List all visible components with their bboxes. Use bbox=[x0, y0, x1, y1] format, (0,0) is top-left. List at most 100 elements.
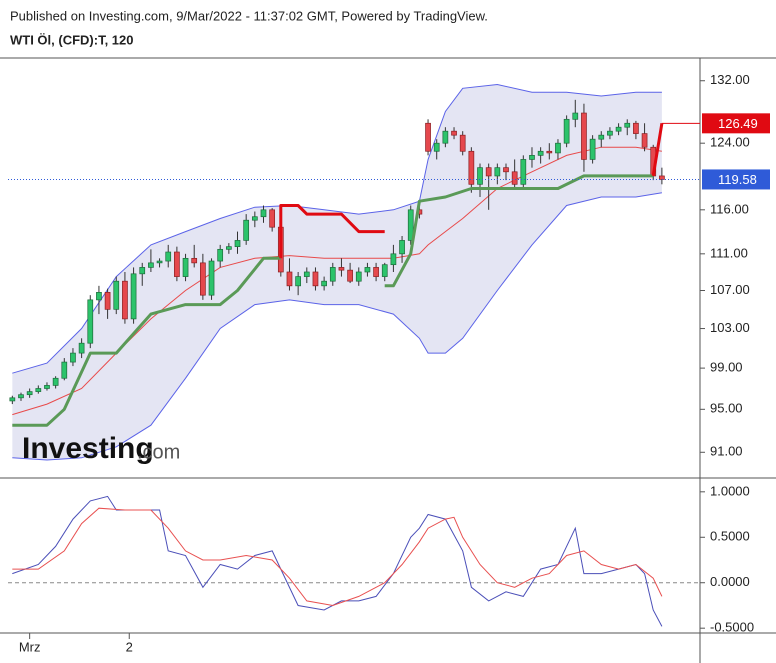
candle-body bbox=[18, 394, 24, 399]
band-lower bbox=[12, 192, 662, 461]
y-tick-label: 111.00 bbox=[710, 245, 748, 260]
candle-body bbox=[511, 171, 518, 185]
x-tick-label: 2 bbox=[126, 639, 133, 654]
candle-body bbox=[485, 167, 492, 177]
y-tick-label: -0.5000 bbox=[710, 620, 754, 635]
candle-body bbox=[494, 167, 501, 177]
candle-body bbox=[633, 122, 639, 134]
candle-body bbox=[191, 257, 198, 264]
candle-body bbox=[243, 219, 250, 241]
chart-title: WTI Öl, (CFD):T, 120 bbox=[10, 32, 134, 47]
x-tick-label: Mrz bbox=[19, 639, 41, 654]
candle-body bbox=[364, 267, 371, 273]
y-tick-label: 0.5000 bbox=[710, 529, 750, 544]
candle-body bbox=[390, 253, 397, 266]
y-tick-label: 132.00 bbox=[710, 72, 750, 87]
candle-body bbox=[9, 397, 16, 402]
candle-body bbox=[477, 167, 483, 185]
y-tick-label: 99.00 bbox=[710, 360, 743, 375]
band-fill bbox=[12, 84, 662, 460]
y-tick-label: 91.00 bbox=[710, 444, 743, 459]
candle-body bbox=[295, 276, 301, 287]
candle-body bbox=[44, 385, 50, 389]
y-tick-label: 124.00 bbox=[710, 135, 750, 150]
supertrend-line bbox=[279, 123, 664, 259]
candle-body bbox=[174, 251, 180, 277]
supertrend-last-box bbox=[702, 113, 770, 134]
candle-body bbox=[407, 209, 414, 241]
candle-body bbox=[70, 352, 76, 363]
candle-body bbox=[234, 240, 241, 248]
candle-body bbox=[555, 142, 561, 154]
candle-body bbox=[217, 248, 224, 262]
candle-body bbox=[537, 150, 544, 156]
header: Published on Investing.com, 9/Mar/2022 -… bbox=[10, 8, 488, 23]
candle-body bbox=[26, 391, 33, 396]
candle-body bbox=[148, 262, 154, 268]
candle-body bbox=[35, 388, 42, 392]
candle-body bbox=[373, 267, 379, 277]
candle-body bbox=[87, 299, 94, 344]
y-tick-label: 116.00 bbox=[710, 201, 749, 216]
candle-body bbox=[113, 280, 120, 310]
candle-body bbox=[321, 280, 327, 287]
last-price-box bbox=[702, 169, 770, 190]
candle-body bbox=[329, 267, 336, 282]
last-price-label: 119.58 bbox=[718, 172, 757, 187]
candle-body bbox=[226, 246, 232, 250]
stochastic-line bbox=[12, 495, 663, 627]
candle-body bbox=[96, 292, 102, 301]
y-tick-label: 107.00 bbox=[710, 282, 750, 297]
candle-body bbox=[338, 267, 345, 271]
candle-body bbox=[52, 377, 59, 386]
logo-suffix: .com bbox=[137, 441, 180, 463]
candle-body bbox=[251, 216, 258, 221]
candle-body bbox=[61, 361, 68, 379]
candle-body bbox=[572, 112, 579, 120]
supertrend-line bbox=[12, 174, 654, 427]
candle-body bbox=[459, 134, 466, 152]
band-middle bbox=[12, 146, 662, 416]
candle-body bbox=[520, 159, 527, 185]
y-tick-label: 1.0000 bbox=[710, 483, 750, 498]
candle-body bbox=[269, 209, 276, 228]
candle-body bbox=[659, 175, 665, 180]
candle-body bbox=[607, 130, 613, 136]
candle-body bbox=[442, 130, 449, 144]
candle-body bbox=[156, 260, 163, 264]
candle-body bbox=[399, 240, 405, 255]
candle-body bbox=[615, 126, 622, 132]
candle-body bbox=[546, 150, 553, 154]
candle-body bbox=[200, 262, 206, 296]
candle-body bbox=[598, 134, 605, 140]
candle-body bbox=[303, 271, 310, 277]
candle-body bbox=[139, 267, 146, 275]
candle-body bbox=[529, 155, 535, 160]
candle-body bbox=[78, 342, 85, 354]
candle-body bbox=[381, 264, 388, 277]
candle-body bbox=[130, 273, 137, 320]
candle-body bbox=[641, 133, 648, 148]
candle-body bbox=[347, 269, 353, 282]
supertrend-last-label: 126.49 bbox=[718, 116, 758, 131]
logo: Investing bbox=[22, 432, 154, 465]
candle-body bbox=[581, 112, 587, 160]
candle-body bbox=[355, 271, 362, 282]
candle-body bbox=[182, 257, 189, 277]
band-upper bbox=[12, 83, 662, 374]
candle-body bbox=[563, 118, 570, 144]
candle-body bbox=[589, 138, 596, 160]
candle-body bbox=[468, 150, 475, 185]
candle-body bbox=[260, 209, 267, 218]
candle-body bbox=[624, 122, 631, 128]
candle-body bbox=[208, 260, 215, 296]
candle-body bbox=[165, 251, 172, 262]
y-tick-label: 95.00 bbox=[710, 401, 743, 416]
candle-body bbox=[451, 130, 457, 136]
candle-body bbox=[503, 167, 509, 173]
y-tick-label: 0.0000 bbox=[710, 574, 750, 589]
candle-body bbox=[312, 271, 319, 287]
candle-body bbox=[433, 142, 440, 152]
